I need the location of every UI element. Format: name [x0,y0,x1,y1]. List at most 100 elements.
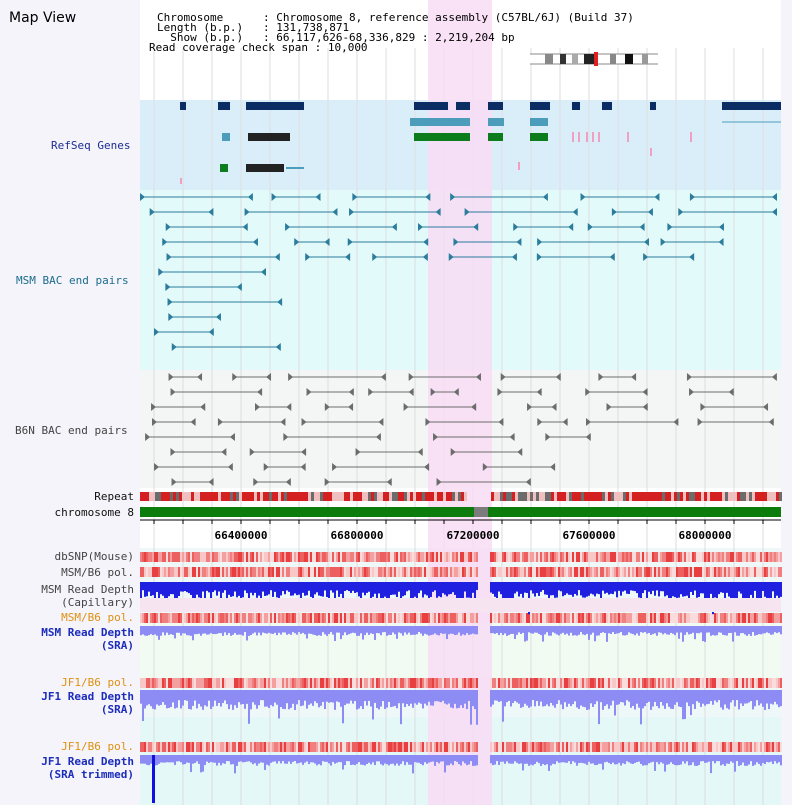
heat-cell [778,678,780,688]
heat-cell [188,613,190,623]
heat-cell [738,613,740,623]
heat-cell [456,567,458,577]
heat-cell [524,678,526,688]
heat-cell [764,613,766,623]
depth-bar [176,626,178,633]
depth-bar [556,690,558,704]
depth-bar [626,690,628,701]
depth-bar [638,626,640,636]
depth-bar [382,626,384,633]
depth-bar [362,626,364,640]
heat-cell [216,552,218,562]
depth-bar [378,690,380,710]
depth-bar [644,690,646,707]
heat-cell [504,552,506,562]
depth-bar [374,626,376,640]
heat-cell [416,567,418,577]
depth-bar [676,582,678,598]
repeat-block [380,492,383,501]
depth-bar [646,755,648,766]
heat-cell [510,613,512,623]
depth-bar [712,755,714,762]
heat-cell [496,742,498,752]
depth-bar [564,755,566,763]
depth-bar [384,755,386,764]
heat-cell [368,567,370,577]
depth-bar [742,690,744,706]
bac-end [257,388,263,396]
heat-cell [504,567,506,577]
depth-bar [260,755,262,763]
heat-cell [232,678,234,688]
heat-cell [506,552,508,562]
depth-bar [574,582,576,595]
heat-cell [354,567,356,577]
depth-bar [264,755,266,770]
depth-bar [354,626,356,634]
depth-bar [144,626,146,636]
heat-cell [230,678,232,688]
heat-cell [208,567,210,577]
repeat-block [545,492,548,501]
heat-cell [360,552,362,562]
heat-cell [692,678,694,688]
heat-cell [156,742,158,752]
depth-bar [224,690,226,701]
depth-bar [308,690,310,705]
depth-bar [518,690,520,704]
repeat-block [743,492,746,501]
depth-bar [744,690,746,704]
depth-bar [242,626,244,636]
heat-cell [336,613,338,623]
axis-tick-label: 66800000 [330,529,384,542]
heat-cell [756,552,758,562]
heat-cell [768,552,770,562]
heat-cell [492,613,494,623]
heat-cell [642,613,644,623]
heat-cell [382,567,384,577]
heat-cell [550,552,552,562]
gene-tick [690,132,692,142]
heat-cell [384,552,386,562]
depth-bar [380,582,382,599]
depth-bar [442,690,444,701]
depth-bar [780,582,782,597]
heat-cell [630,552,632,562]
depth-bar [666,582,668,596]
depth-bar [302,755,304,765]
heat-cell [520,567,522,577]
depth-bar [196,690,198,709]
heat-cell [682,613,684,623]
depth-bar [320,690,322,706]
gene-model [572,102,580,110]
depth-bar [562,690,564,710]
depth-bar [750,690,752,702]
heat-cell [592,742,594,752]
heat-cell [360,678,362,688]
heat-cell [730,567,732,577]
heat-cell [464,552,466,562]
gene-model [722,102,781,110]
depth-bar [450,755,452,764]
heat-cell [170,567,172,577]
heat-cell [330,678,332,688]
depth-bar [170,626,172,635]
heat-cell [502,678,504,688]
heat-cell [744,678,746,688]
heat-cell [286,742,288,752]
heat-cell [274,613,276,623]
heat-cell [144,552,146,562]
depth-bar [660,690,662,702]
repeat-block [704,492,707,501]
depth-bar [730,690,732,703]
heat-cell [238,678,240,688]
bac-end [283,433,289,441]
heat-cell [464,742,466,752]
depth-bar [340,626,342,640]
heat-cell [284,742,286,752]
heat-cell [378,552,380,562]
depth-bar [208,755,210,763]
heat-cell [728,678,730,688]
heat-cell [366,613,368,623]
